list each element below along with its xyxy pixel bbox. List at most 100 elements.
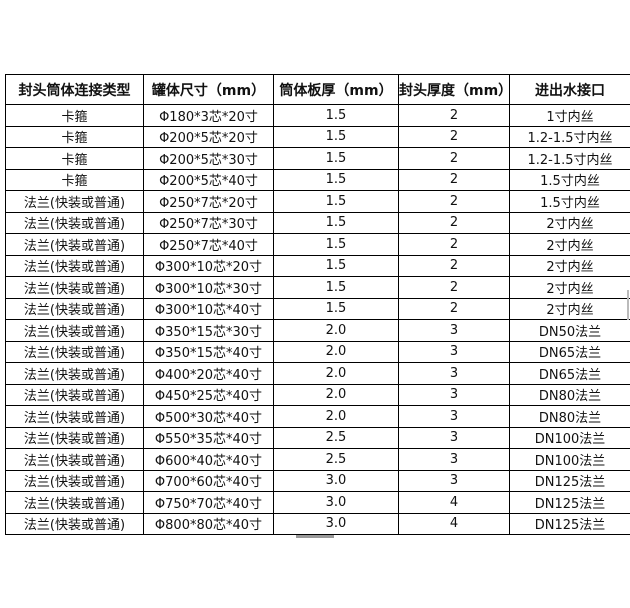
- cell-connection-type: 法兰(快装或普通): [5, 405, 144, 428]
- table-row: 法兰(快装或普通) Φ600*40芯*40寸 2.5 3 DN100法兰: [5, 448, 630, 471]
- table-row: 法兰(快装或普通) Φ250*7芯*30寸 1.5 2 2寸内丝: [5, 211, 630, 234]
- cell-connection-type: 法兰(快装或普通): [5, 383, 144, 406]
- cell-shell-thickness: 2.0: [273, 362, 399, 385]
- cell-water-port: DN80法兰: [509, 383, 630, 406]
- cell-shell-thickness: 1.5: [273, 254, 399, 277]
- cell-connection-type: 法兰(快装或普通): [5, 426, 144, 449]
- cell-tank-size: Φ750*70芯*40寸: [143, 491, 274, 514]
- cell-shell-thickness: 2.0: [273, 405, 399, 428]
- cell-head-thickness: 3: [398, 340, 510, 363]
- table-row: 法兰(快装或普通) Φ700*60芯*40寸 3.0 3 DN125法兰: [5, 469, 630, 492]
- cell-shell-thickness: 1.5: [273, 104, 399, 127]
- cell-head-thickness: 2: [398, 233, 510, 256]
- table-row: 法兰(快装或普通) Φ350*15芯*30寸 2.0 3 DN50法兰: [5, 319, 630, 342]
- cell-water-port: 2寸内丝: [509, 297, 630, 320]
- table-row: 法兰(快装或普通) Φ250*7芯*20寸 1.5 2 1.5寸内丝: [5, 190, 630, 213]
- table-row: 法兰(快装或普通) Φ550*35芯*40寸 2.5 3 DN100法兰: [5, 426, 630, 449]
- cell-water-port: 1.5寸内丝: [509, 190, 630, 213]
- cell-connection-type: 法兰(快装或普通): [5, 297, 144, 320]
- cell-water-port: 2寸内丝: [509, 233, 630, 256]
- table-row: 卡箍 Φ180*3芯*20寸 1.5 2 1寸内丝: [5, 104, 630, 127]
- cell-tank-size: Φ250*7芯*30寸: [143, 211, 274, 234]
- cell-tank-size: Φ400*20芯*40寸: [143, 362, 274, 385]
- cell-tank-size: Φ350*15芯*40寸: [143, 340, 274, 363]
- table-row: 法兰(快装或普通) Φ800*80芯*40寸 3.0 4 DN125法兰: [5, 512, 630, 535]
- cell-water-port: DN80法兰: [509, 405, 630, 428]
- cell-connection-type: 法兰(快装或普通): [5, 448, 144, 471]
- cell-tank-size: Φ550*35芯*40寸: [143, 426, 274, 449]
- cell-water-port: 2寸内丝: [509, 276, 630, 299]
- spec-table: 封头筒体连接类型 罐体尺寸（mm） 筒体板厚（mm） 封头厚度（mm） 进出水接口 卡箍…: [5, 74, 630, 535]
- cell-connection-type: 卡箍: [5, 125, 144, 148]
- cell-water-port: DN125法兰: [509, 491, 630, 514]
- table-row: 法兰(快装或普通) Φ300*10芯*30寸 1.5 2 2寸内丝: [5, 276, 630, 299]
- cell-connection-type: 法兰(快装或普通): [5, 469, 144, 492]
- header-head-thickness: 封头厚度（mm）: [398, 74, 510, 105]
- cell-head-thickness: 2: [398, 276, 510, 299]
- cell-water-port: 1.2-1.5寸内丝: [509, 125, 630, 148]
- cell-shell-thickness: 2.0: [273, 340, 399, 363]
- cell-head-thickness: 4: [398, 512, 510, 535]
- cell-head-thickness: 3: [398, 383, 510, 406]
- cell-connection-type: 法兰(快装或普通): [5, 491, 144, 514]
- cell-head-thickness: 2: [398, 147, 510, 170]
- table-row: 法兰(快装或普通) Φ300*10芯*40寸 1.5 2 2寸内丝: [5, 297, 630, 320]
- cell-head-thickness: 3: [398, 362, 510, 385]
- cell-water-port: 1.5寸内丝: [509, 168, 630, 191]
- cell-connection-type: 卡箍: [5, 104, 144, 127]
- header-connection-type: 封头筒体连接类型: [5, 74, 144, 105]
- cell-tank-size: Φ300*10芯*40寸: [143, 297, 274, 320]
- cell-shell-thickness: 1.5: [273, 125, 399, 148]
- cell-connection-type: 法兰(快装或普通): [5, 276, 144, 299]
- cell-head-thickness: 3: [398, 319, 510, 342]
- cell-shell-thickness: 1.5: [273, 233, 399, 256]
- cell-shell-thickness: 1.5: [273, 147, 399, 170]
- scroll-indicator: [296, 535, 334, 538]
- header-row: 封头筒体连接类型 罐体尺寸（mm） 筒体板厚（mm） 封头厚度（mm） 进出水接口: [5, 74, 630, 105]
- cell-connection-type: 法兰(快装或普通): [5, 319, 144, 342]
- scroll-indicator-right: [627, 290, 629, 320]
- table-row: 卡箍 Φ200*5芯*30寸 1.5 2 1.2-1.5寸内丝: [5, 147, 630, 170]
- table-row: 法兰(快装或普通) Φ500*30芯*40寸 2.0 3 DN80法兰: [5, 405, 630, 428]
- cell-water-port: DN100法兰: [509, 448, 630, 471]
- cell-head-thickness: 2: [398, 211, 510, 234]
- cell-shell-thickness: 3.0: [273, 512, 399, 535]
- table-row: 法兰(快装或普通) Φ350*15芯*40寸 2.0 3 DN65法兰: [5, 340, 630, 363]
- cell-shell-thickness: 2.5: [273, 448, 399, 471]
- table-row: 法兰(快装或普通) Φ750*70芯*40寸 3.0 4 DN125法兰: [5, 491, 630, 514]
- table-row: 卡箍 Φ200*5芯*20寸 1.5 2 1.2-1.5寸内丝: [5, 125, 630, 148]
- cell-head-thickness: 3: [398, 448, 510, 471]
- cell-shell-thickness: 1.5: [273, 297, 399, 320]
- cell-water-port: DN100法兰: [509, 426, 630, 449]
- cell-connection-type: 法兰(快装或普通): [5, 512, 144, 535]
- cell-shell-thickness: 2.0: [273, 319, 399, 342]
- cell-water-port: DN65法兰: [509, 340, 630, 363]
- cell-tank-size: Φ450*25芯*40寸: [143, 383, 274, 406]
- cell-head-thickness: 3: [398, 426, 510, 449]
- header-tank-size: 罐体尺寸（mm）: [143, 74, 274, 105]
- table-row: 卡箍 Φ200*5芯*40寸 1.5 2 1.5寸内丝: [5, 168, 630, 191]
- cell-head-thickness: 4: [398, 491, 510, 514]
- cell-head-thickness: 3: [398, 469, 510, 492]
- cell-water-port: DN125法兰: [509, 512, 630, 535]
- cell-water-port: 1.2-1.5寸内丝: [509, 147, 630, 170]
- cell-head-thickness: 2: [398, 168, 510, 191]
- table-row: 法兰(快装或普通) Φ250*7芯*40寸 1.5 2 2寸内丝: [5, 233, 630, 256]
- cell-head-thickness: 2: [398, 125, 510, 148]
- cell-shell-thickness: 2.0: [273, 383, 399, 406]
- cell-water-port: DN65法兰: [509, 362, 630, 385]
- header-shell-thickness: 筒体板厚（mm）: [273, 74, 399, 105]
- cell-tank-size: Φ200*5芯*40寸: [143, 168, 274, 191]
- cell-tank-size: Φ200*5芯*30寸: [143, 147, 274, 170]
- cell-head-thickness: 2: [398, 297, 510, 320]
- table-row: 法兰(快装或普通) Φ300*10芯*20寸 1.5 2 2寸内丝: [5, 254, 630, 277]
- cell-tank-size: Φ350*15芯*30寸: [143, 319, 274, 342]
- header-water-port: 进出水接口: [509, 74, 630, 105]
- cell-connection-type: 法兰(快装或普通): [5, 362, 144, 385]
- cell-shell-thickness: 1.5: [273, 190, 399, 213]
- cell-tank-size: Φ180*3芯*20寸: [143, 104, 274, 127]
- cell-water-port: DN125法兰: [509, 469, 630, 492]
- cell-tank-size: Φ300*10芯*20寸: [143, 254, 274, 277]
- cell-connection-type: 法兰(快装或普通): [5, 254, 144, 277]
- cell-head-thickness: 2: [398, 190, 510, 213]
